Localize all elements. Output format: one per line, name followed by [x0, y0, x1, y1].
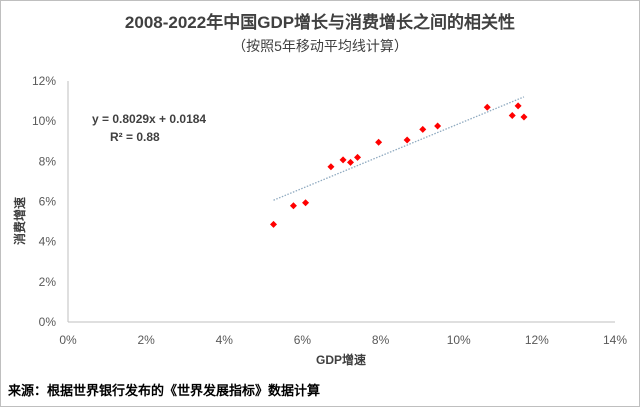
data-point — [354, 153, 362, 161]
y-tick-label: 12% — [32, 74, 56, 88]
data-point — [403, 136, 411, 144]
data-point — [346, 158, 354, 166]
data-point — [434, 122, 442, 130]
x-axis-label: GDP增速 — [316, 352, 366, 367]
data-point — [483, 103, 491, 111]
y-tick-label: 10% — [32, 114, 56, 128]
data-point — [302, 199, 310, 207]
x-tick-label: 4% — [216, 333, 234, 347]
y-tick-label: 2% — [39, 275, 57, 289]
chart-title: 2008-2022年中国GDP增长与消费增长之间的相关性 — [124, 13, 516, 32]
data-point — [289, 202, 297, 210]
data-point — [327, 163, 335, 171]
y-tick-label: 4% — [39, 235, 57, 249]
x-tick-label: 12% — [525, 333, 549, 347]
data-point — [419, 125, 427, 133]
x-tick-label: 2% — [137, 333, 155, 347]
x-tick-label: 6% — [294, 333, 312, 347]
data-point — [270, 220, 278, 228]
data-point — [514, 102, 522, 110]
trendline-equation: y = 0.8029x + 0.0184 — [92, 112, 206, 126]
trendline-r2: R² = 0.88 — [110, 130, 160, 144]
trendline — [273, 96, 525, 201]
chart-subtitle: （按照5年移动平均线计算） — [232, 38, 408, 54]
data-point — [508, 112, 516, 120]
x-tick-label: 0% — [59, 333, 77, 347]
x-tick-label: 8% — [372, 333, 390, 347]
y-tick-label: 0% — [39, 315, 57, 329]
data-point — [375, 138, 383, 146]
data-point — [339, 156, 347, 164]
y-axis-label: 消费增速 — [12, 197, 27, 245]
x-tick-label: 14% — [603, 333, 627, 347]
y-tick-label: 6% — [39, 195, 57, 209]
source-note: 来源：根据世界银行发布的《世界发展指标》数据计算 — [8, 383, 321, 398]
y-tick-label: 8% — [39, 154, 57, 168]
x-tick-label: 10% — [447, 333, 471, 347]
data-point — [520, 113, 528, 121]
